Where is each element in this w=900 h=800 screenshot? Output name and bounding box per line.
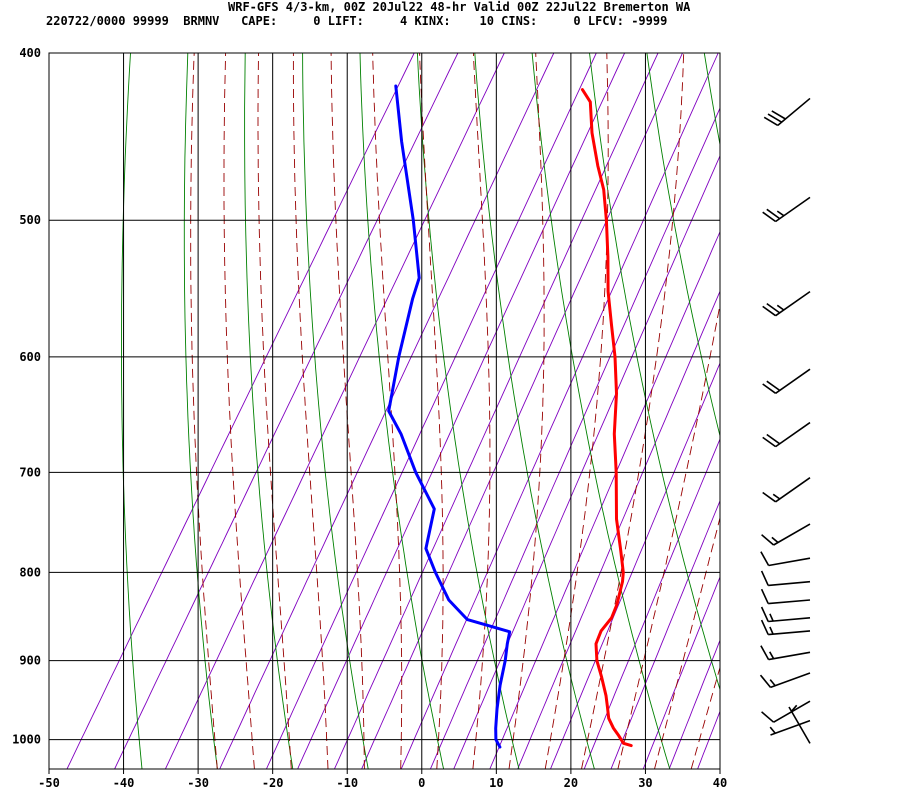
- station-indices-line: 220722/0000 99999 BRMNV CAPE: 0 LIFT: 4 …: [46, 14, 668, 28]
- wind-barb: [762, 290, 811, 317]
- wind-barbs: [759, 97, 811, 744]
- pressure-tick-label: 600: [19, 350, 41, 364]
- moist-adiabat-line: [472, 53, 491, 769]
- x-tick-label: -40: [113, 776, 135, 790]
- moist-adiabats: [190, 53, 900, 769]
- wind-barb: [760, 570, 811, 587]
- dry-adiabat-line: [183, 53, 218, 769]
- dry-adiabat-line: [589, 53, 720, 691]
- wind-barb: [760, 606, 811, 623]
- moist-adiabat-line: [223, 53, 255, 769]
- pressure-tick-label: 900: [19, 654, 41, 668]
- dry-adiabat-line: [531, 53, 671, 769]
- moist-adiabat-line: [419, 53, 444, 769]
- dry-adiabat-line: [474, 53, 595, 769]
- wind-barb: [769, 719, 811, 736]
- moist-adiabat-line: [544, 53, 609, 769]
- moist-adiabat-line: [654, 516, 720, 769]
- dry-adiabat-line: [244, 53, 294, 769]
- x-tick-label: 20: [564, 776, 578, 790]
- mixing-ratio-line: [429, 106, 720, 769]
- mixing-ratio-line: [453, 154, 720, 769]
- axis-tick-labels: -50 -40 -30 -20 -10 0 10 20 30 40 400 500 600 700 800 9…: [12, 46, 727, 790]
- moist-adiabat-line: [257, 53, 292, 769]
- mixing-ratio-line: [489, 230, 720, 769]
- x-tick-label: 40: [713, 776, 727, 790]
- grid-lines: [48, 52, 721, 774]
- moist-adiabat-line: [581, 53, 685, 769]
- plot-frame: [48, 52, 721, 770]
- mixing-ratio-line: [400, 53, 719, 769]
- dry-adiabat-line: [646, 53, 720, 438]
- sounding-profiles: [387, 84, 633, 749]
- dry-adiabat-line: [121, 53, 143, 769]
- moist-adiabat-line: [292, 53, 329, 769]
- mixing-ratio-line: [66, 53, 415, 769]
- pressure-tick-label: 500: [19, 213, 41, 227]
- wind-barb: [762, 421, 811, 448]
- mixing-ratio-line: [164, 53, 505, 769]
- moist-adiabat-line: [728, 53, 900, 769]
- x-tick-label: -50: [38, 776, 60, 790]
- wind-barb: [760, 645, 811, 661]
- x-tick-label: 10: [489, 776, 503, 790]
- dry-adiabat-line: [819, 53, 900, 769]
- wind-barb: [761, 523, 811, 546]
- mixing-ratio-line: [333, 53, 659, 769]
- wind-barb: [762, 477, 811, 503]
- dewpoint-profile-line: [387, 84, 512, 749]
- moist-adiabat-line: [372, 53, 403, 769]
- wind-barb: [760, 588, 811, 605]
- wind-barb: [759, 672, 811, 689]
- mixing-ratio-line: [583, 437, 720, 769]
- dry-adiabats: [121, 53, 900, 769]
- dry-adiabat-line: [302, 53, 369, 769]
- mixing-ratio-line: [114, 53, 459, 769]
- wind-barb: [761, 700, 811, 723]
- mixing-ratio-line: [642, 575, 720, 769]
- moist-adiabat-line: [190, 53, 218, 769]
- temperature-profile-line: [580, 88, 633, 748]
- wind-barb: [763, 97, 811, 127]
- moist-adiabat-line: [508, 53, 545, 769]
- pressure-tick-label: 400: [19, 46, 41, 60]
- moist-adiabat-line: [330, 53, 365, 769]
- moist-adiabat-line: [690, 665, 720, 769]
- dry-adiabat-line: [703, 53, 720, 148]
- pressure-tick-label: 700: [19, 465, 41, 479]
- x-tick-label: -30: [187, 776, 209, 790]
- x-tick-label: -20: [262, 776, 284, 790]
- pressure-tick-label: 1000: [12, 733, 41, 747]
- wind-barb: [760, 551, 811, 567]
- dry-adiabat-line: [762, 53, 900, 769]
- mixing-ratio-line: [361, 53, 683, 769]
- mixing-ratio-line: [265, 53, 597, 769]
- pressure-tick-label: 800: [19, 565, 41, 579]
- mixing-ratio-line: [550, 361, 720, 769]
- x-tick-label: 30: [638, 776, 652, 790]
- x-tick-label: 0: [418, 776, 425, 790]
- moist-adiabat-line: [617, 302, 720, 769]
- mixing-ratio-line: [610, 499, 720, 769]
- mixing-ratio-line: [517, 290, 720, 769]
- mixing-ratio-line: [668, 639, 720, 769]
- wind-barb: [760, 619, 811, 636]
- wind-barb: [762, 368, 811, 394]
- mixing-ratio-line: [697, 710, 720, 769]
- dry-adiabat-line: [359, 53, 445, 769]
- dry-adiabat-line: [876, 53, 900, 769]
- wind-barb: [762, 196, 811, 223]
- x-tick-label: -10: [336, 776, 358, 790]
- chart-title: WRF-GFS 4/3-km, 00Z 20Jul22 48-hr Valid …: [228, 0, 691, 14]
